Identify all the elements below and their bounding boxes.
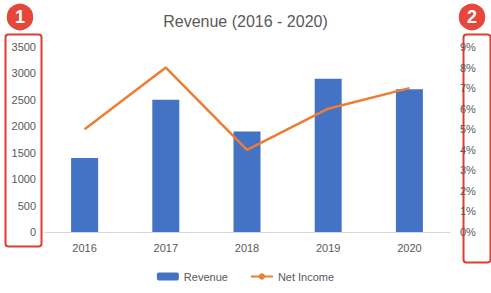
svg-text:Revenue (2016 - 2020): Revenue (2016 - 2020) — [163, 13, 328, 30]
svg-text:7%: 7% — [460, 82, 476, 94]
svg-text:Revenue: Revenue — [184, 271, 228, 283]
svg-text:9%: 9% — [460, 41, 476, 53]
svg-text:8%: 8% — [460, 62, 476, 74]
svg-text:3%: 3% — [460, 164, 476, 176]
svg-text:3000: 3000 — [12, 67, 36, 79]
svg-text:500: 500 — [18, 200, 36, 212]
svg-text:1%: 1% — [460, 205, 476, 217]
svg-text:3500: 3500 — [12, 41, 36, 53]
svg-text:Net Income: Net Income — [278, 271, 334, 283]
svg-text:2500: 2500 — [12, 94, 36, 106]
svg-text:2017: 2017 — [154, 242, 178, 254]
svg-text:5%: 5% — [460, 123, 476, 135]
svg-text:2016: 2016 — [72, 242, 96, 254]
svg-text:2: 2 — [467, 7, 477, 27]
svg-text:1500: 1500 — [12, 147, 36, 159]
svg-text:2019: 2019 — [316, 242, 340, 254]
svg-text:2018: 2018 — [235, 242, 259, 254]
svg-text:0%: 0% — [460, 226, 476, 238]
svg-text:2020: 2020 — [397, 242, 421, 254]
svg-text:0: 0 — [30, 226, 36, 238]
svg-text:1000: 1000 — [12, 173, 36, 185]
svg-text:4%: 4% — [460, 144, 476, 156]
svg-text:2000: 2000 — [12, 120, 36, 132]
svg-text:6%: 6% — [460, 103, 476, 115]
svg-text:1: 1 — [15, 7, 25, 27]
svg-text:2%: 2% — [460, 185, 476, 197]
